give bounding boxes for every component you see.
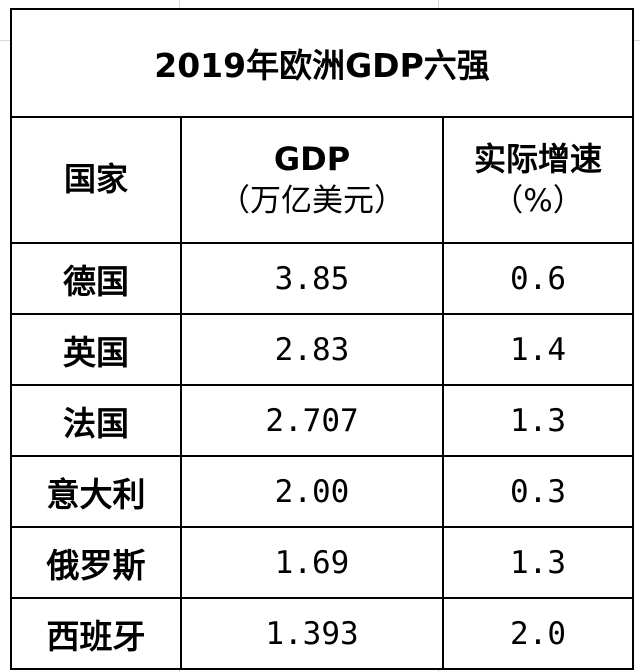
gdp-cell[interactable]: 3.85 <box>180 242 444 315</box>
growth-cell[interactable]: 1.3 <box>441 384 635 457</box>
growth-cell[interactable]: 2.0 <box>441 597 635 670</box>
gdp-cell[interactable]: 2.83 <box>180 313 444 386</box>
table-row: 英国 2.83 1.4 <box>10 313 635 386</box>
growth-cell[interactable]: 1.3 <box>441 526 635 599</box>
gdp-cell[interactable]: 2.00 <box>180 455 444 528</box>
header-row: 国家 GDP （万亿美元） 实际增速 （%） <box>10 116 635 244</box>
gdp-cell[interactable]: 1.69 <box>180 526 444 599</box>
growth-cell[interactable]: 0.3 <box>441 455 635 528</box>
growth-cell[interactable]: 1.4 <box>441 313 635 386</box>
header-gdp-label: GDP <box>273 140 351 179</box>
header-gdp[interactable]: GDP （万亿美元） <box>180 116 444 244</box>
country-cell[interactable]: 德国 <box>10 242 182 315</box>
table-row: 法国 2.707 1.3 <box>10 384 635 457</box>
country-cell[interactable]: 西班牙 <box>10 597 182 670</box>
growth-cell[interactable]: 0.6 <box>441 242 635 315</box>
gdp-cell[interactable]: 2.707 <box>180 384 444 457</box>
gdp-table: 2019年欧洲GDP六强 国家 GDP （万亿美元） 实际增速 （%） 德国 3… <box>9 8 635 670</box>
table-row: 西班牙 1.393 2.0 <box>10 597 635 670</box>
country-cell[interactable]: 意大利 <box>10 455 182 528</box>
header-country[interactable]: 国家 <box>10 116 182 244</box>
header-growth-unit: （%） <box>492 182 584 219</box>
header-gdp-unit: （万亿美元） <box>219 182 405 219</box>
table-row: 德国 3.85 0.6 <box>10 242 635 315</box>
table-row: 俄罗斯 1.69 1.3 <box>10 526 635 599</box>
table-row: 意大利 2.00 0.3 <box>10 455 635 528</box>
header-country-label: 国家 <box>63 160 128 199</box>
country-cell[interactable]: 俄罗斯 <box>10 526 182 599</box>
header-growth[interactable]: 实际增速 （%） <box>441 116 635 244</box>
table-title[interactable]: 2019年欧洲GDP六强 <box>9 8 635 118</box>
country-cell[interactable]: 英国 <box>10 313 182 386</box>
title-row: 2019年欧洲GDP六强 <box>9 8 635 118</box>
header-growth-label: 实际增速 <box>474 140 603 179</box>
gdp-cell[interactable]: 1.393 <box>180 597 444 670</box>
country-cell[interactable]: 法国 <box>10 384 182 457</box>
